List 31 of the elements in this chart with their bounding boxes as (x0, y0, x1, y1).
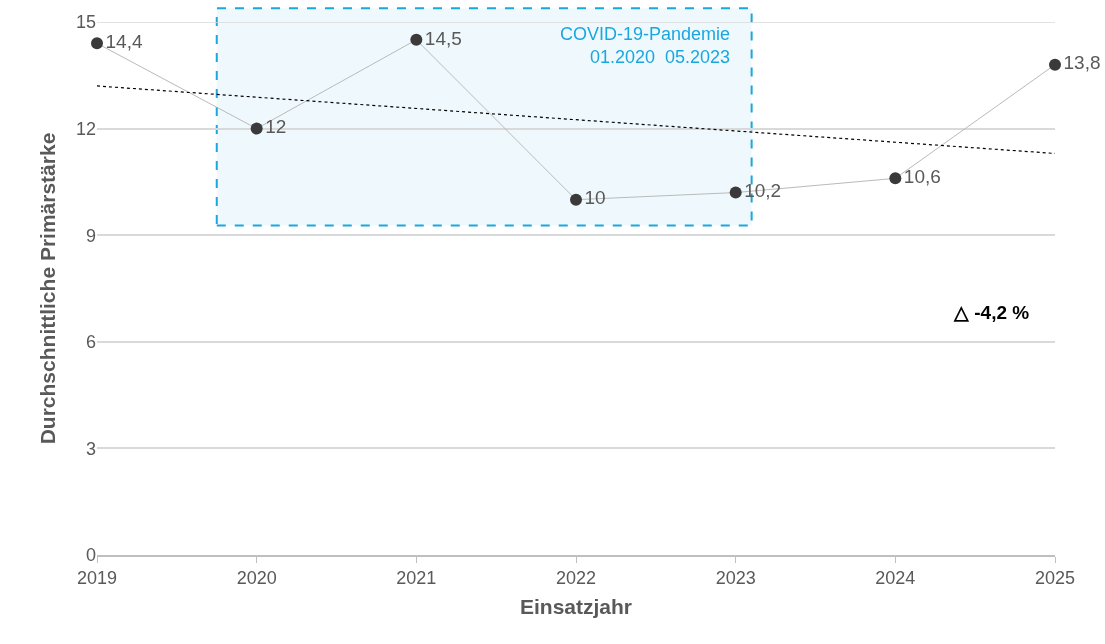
y-tick-label: 3 (85, 438, 96, 459)
data-label: 10 (584, 187, 606, 209)
y-tick-label: 15 (75, 12, 96, 33)
data-label: 10,6 (903, 166, 941, 188)
point (91, 37, 103, 50)
x-tick-label: 2024 (875, 568, 916, 589)
data-label: 14,4 (105, 31, 143, 53)
data-label: 10,2 (744, 180, 782, 202)
x-tick-label: 2021 (396, 568, 437, 589)
y-tick-label: 12 (75, 118, 96, 139)
point (729, 186, 742, 199)
x-tick-label: 2019 (76, 568, 118, 589)
data-label: 13,8 (1063, 52, 1101, 74)
x-tick-label: 2022 (555, 568, 597, 589)
x-tick-label: 2023 (715, 568, 756, 589)
point (889, 172, 902, 185)
x-tick-label: 2025 (1034, 568, 1076, 589)
point (250, 122, 263, 135)
y-tick-label: 0 (85, 545, 96, 566)
point (410, 33, 423, 46)
point (570, 193, 582, 206)
x-axis-title: Einsatzjahr (519, 595, 633, 619)
y-axis-title: Durchschnittliche Primärstärke (36, 132, 60, 445)
y-tick-label: 6 (85, 332, 96, 353)
data-label: 14,5 (424, 27, 462, 49)
band-label: COVID-19-Pandemie 01.2020 05.2023 (560, 24, 731, 68)
data-label: 12 (265, 116, 287, 138)
point (1049, 58, 1061, 71)
x-tick-label: 2020 (236, 568, 277, 589)
y-tick-label: 9 (85, 225, 96, 246)
annotation: △ -4,2 % (953, 302, 1030, 323)
